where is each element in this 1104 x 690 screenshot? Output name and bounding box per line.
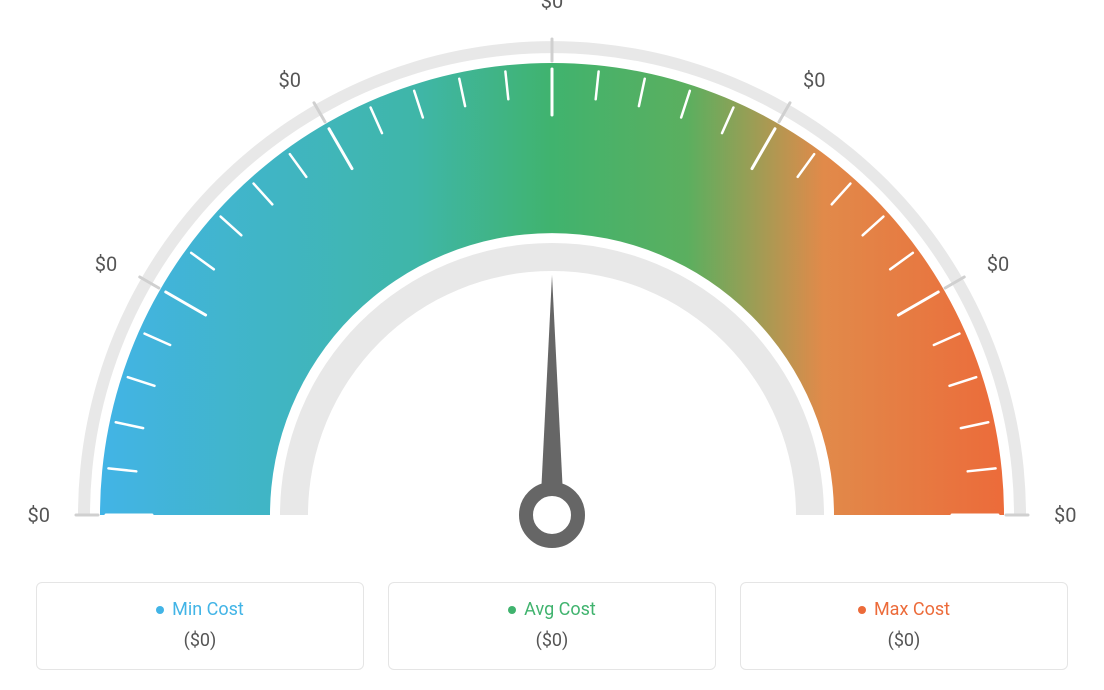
gauge-svg [22, 10, 1082, 570]
card-min-cost: Min Cost ($0) [36, 582, 364, 670]
gauge-tick-label: $0 [95, 252, 117, 276]
gauge-tick-label: $0 [803, 68, 825, 92]
dot-icon [156, 606, 164, 614]
dot-icon [858, 606, 866, 614]
card-title: Max Cost [874, 599, 950, 620]
card-title: Min Cost [172, 599, 244, 620]
gauge-tick-label: $0 [279, 68, 301, 92]
card-max-cost: Max Cost ($0) [740, 582, 1068, 670]
legend-cards: Min Cost ($0) Avg Cost ($0) Max Cost ($0… [36, 582, 1068, 670]
gauge-chart: $0$0$0$0$0$0$0 [22, 10, 1082, 570]
dot-icon [508, 606, 516, 614]
card-value: ($0) [753, 630, 1055, 651]
card-value: ($0) [401, 630, 703, 651]
card-title: Avg Cost [524, 599, 596, 620]
gauge-tick-label: $0 [28, 503, 50, 527]
card-value: ($0) [49, 630, 351, 651]
gauge-tick-label: $0 [1054, 503, 1076, 527]
gauge-tick-label: $0 [541, 0, 563, 13]
card-avg-cost: Avg Cost ($0) [388, 582, 716, 670]
gauge-tick-label: $0 [987, 252, 1009, 276]
